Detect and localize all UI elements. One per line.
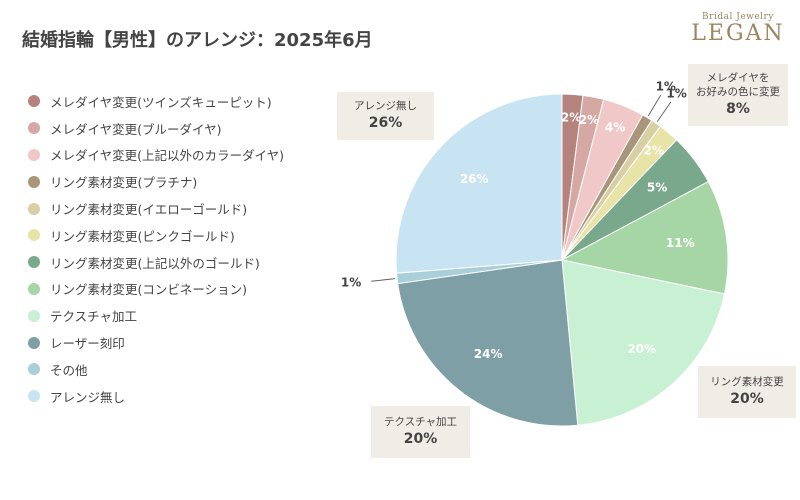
callout-label: メレダイヤを お好みの色に変更 xyxy=(696,72,780,98)
callout-label: テクスチャ加工 xyxy=(383,416,458,428)
legend-label: メレダイヤ変更(ツインズキューピット) xyxy=(50,94,272,110)
legend-swatch xyxy=(28,363,40,376)
legend-swatch xyxy=(28,390,40,403)
legend-label: リング素材変更(プラチナ) xyxy=(50,175,198,191)
callout-label: アレンジ無し xyxy=(354,100,417,112)
data-label: 2% xyxy=(561,111,581,125)
legend-swatch xyxy=(28,282,40,295)
callout-value: 20% xyxy=(730,391,764,407)
data-label: 11% xyxy=(666,236,695,250)
legend-label: アレンジ無し xyxy=(50,389,126,405)
callout-value: 8% xyxy=(726,101,750,117)
callout-texture: テクスチャ加工 20% xyxy=(371,406,470,458)
leader-line xyxy=(656,101,672,122)
pie-slice xyxy=(397,259,579,427)
legend-item: リング素材変更(イエローゴールド) xyxy=(28,195,284,222)
legend-swatch xyxy=(28,175,40,188)
legend-label: テクスチャ加工 xyxy=(50,309,138,325)
legend-swatch xyxy=(28,336,40,349)
legend-swatch xyxy=(28,202,40,215)
legend-item: リング素材変更(上記以外のゴールド) xyxy=(28,249,284,276)
legend-label: レーザー刻印 xyxy=(50,336,125,352)
callout-no-arrange: アレンジ無し 26% xyxy=(337,92,434,140)
legend-label: メレダイヤ変更(ブルーダイヤ) xyxy=(50,121,222,137)
logo-name: LEGAN xyxy=(691,21,785,46)
data-label: 2% xyxy=(644,144,664,158)
data-label: 1% xyxy=(341,275,361,289)
data-label: 1% xyxy=(666,87,686,101)
data-label: 2% xyxy=(579,113,599,127)
leader-line xyxy=(647,95,662,117)
legend-swatch xyxy=(28,229,40,242)
brand-logo: Bridal Jewelry LEGAN xyxy=(688,12,788,46)
legend-swatch xyxy=(28,122,40,135)
legend-item: テクスチャ加工 xyxy=(28,302,284,329)
legend-item: メレダイヤ変更(ブルーダイヤ) xyxy=(28,115,284,142)
logo-subtitle: Bridal Jewelry xyxy=(702,12,774,22)
callout-mele-diamond: メレダイヤを お好みの色に変更 8% xyxy=(688,64,788,126)
legend-swatch xyxy=(28,309,40,322)
callout-label: リング素材変更 xyxy=(710,376,784,388)
leader-line xyxy=(371,278,396,282)
legend-item: リング素材変更(ピンクゴールド) xyxy=(28,222,284,249)
chart-title: 結婚指輪【男性】のアレンジ：2025年6月 xyxy=(22,30,373,51)
data-label: 1% xyxy=(656,80,676,94)
legend-swatch xyxy=(28,256,40,269)
legend-swatch xyxy=(28,148,40,161)
data-label: 20% xyxy=(627,342,656,356)
legend-label: メレダイヤ変更(上記以外のカラーダイヤ) xyxy=(50,148,285,164)
legend-item: リング素材変更(コンビネーション) xyxy=(28,276,284,303)
legend: メレダイヤ変更(ツインズキューピット) メレダイヤ変更(ブルーダイヤ) メレダイヤ変… xyxy=(28,88,284,410)
legend-label: リング素材変更(イエローゴールド) xyxy=(50,202,248,218)
data-label: 24% xyxy=(474,347,503,361)
legend-item: その他 xyxy=(28,356,284,383)
legend-item: アレンジ無し xyxy=(28,383,284,410)
data-label: 5% xyxy=(647,181,667,195)
data-label: 4% xyxy=(605,120,625,134)
legend-label: その他 xyxy=(50,362,88,378)
callout-value: 26% xyxy=(368,115,403,131)
legend-label: リング素材変更(ピンクゴールド) xyxy=(50,228,235,244)
callout-ring-material: リング素材変更 20% xyxy=(698,366,796,418)
legend-label: リング素材変更(上記以外のゴールド) xyxy=(50,255,260,271)
legend-item: レーザー刻印 xyxy=(28,329,284,356)
legend-item: リング素材変更(プラチナ) xyxy=(28,168,284,195)
data-label: 26% xyxy=(460,172,489,186)
legend-item: メレダイヤ変更(上記以外のカラーダイヤ) xyxy=(28,142,284,169)
pie-slice xyxy=(395,93,563,274)
pie-slice xyxy=(560,180,729,295)
legend-item: メレダイヤ変更(ツインズキューピット) xyxy=(28,88,284,115)
legend-label: リング素材変更(コンビネーション) xyxy=(50,282,248,298)
callout-value: 20% xyxy=(403,431,438,447)
legend-swatch xyxy=(28,95,40,108)
pie-slice xyxy=(561,259,726,426)
